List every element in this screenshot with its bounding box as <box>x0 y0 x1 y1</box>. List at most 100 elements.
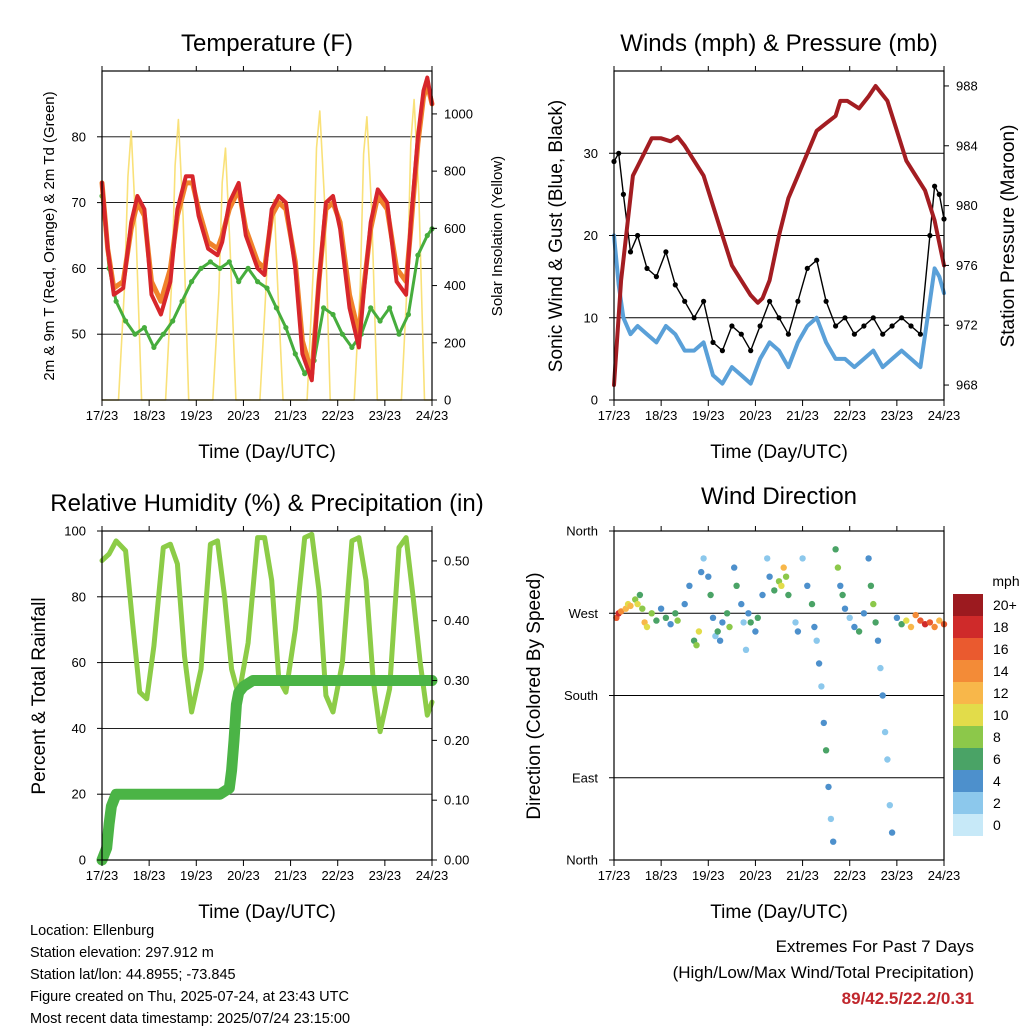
legend-swatch <box>953 616 983 638</box>
direction-point <box>907 623 915 631</box>
gust-point <box>767 298 773 304</box>
dewpoint-point <box>368 305 374 311</box>
y-right-tick-label: 976 <box>956 258 978 273</box>
humidity-panel: Relative Humidity (%) & Precipitation (i… <box>29 490 484 923</box>
y-right-tick-label: 0.40 <box>444 613 469 628</box>
direction-point <box>794 628 802 635</box>
direction-point <box>667 621 674 628</box>
gust-point <box>880 331 886 337</box>
legend-label: 20+ <box>993 597 1017 613</box>
y-tick-label: 20 <box>72 787 86 802</box>
direction-point <box>808 600 816 608</box>
direction-point <box>726 623 733 631</box>
dewpoint-point <box>113 298 119 304</box>
direction-point <box>881 728 889 736</box>
x-tick-label: 23/23 <box>369 868 402 883</box>
y-right-tick-label: 984 <box>956 138 978 153</box>
extremes-title: Extremes For Past 7 Days <box>775 937 974 956</box>
wind-line <box>612 233 946 386</box>
dewpoint-point <box>207 259 213 265</box>
direction-point <box>884 756 891 763</box>
direction-point <box>634 600 641 608</box>
dewpoint-point <box>273 305 279 311</box>
winds-panel: Winds (mph) & Pressure (mb) 0 10 20 30 968 9… <box>546 30 1019 463</box>
y-right-tick-label: 1000 <box>444 106 473 121</box>
direction-point <box>936 617 943 624</box>
pressure-line <box>612 84 946 387</box>
y-tick-label: 50 <box>72 327 86 342</box>
gust-point <box>701 298 707 304</box>
direction-point <box>733 582 740 589</box>
y-tick-label: 60 <box>72 261 86 276</box>
temperature-left-ylabel: 2m & 9m T (Red, Orange) & 2m Td (Green) <box>41 91 58 380</box>
x-tick-label: 21/23 <box>786 408 819 423</box>
y-tick-label: West <box>569 606 599 621</box>
dewpoint-point <box>170 318 176 324</box>
direction-panel: Wind Direction North East South West North 1… <box>524 483 1020 923</box>
speed-legend: 0 2 4 6 8 10 12 14 16 18 20+ <box>953 594 1017 836</box>
x-tick-label: 20/23 <box>739 408 772 423</box>
y-tick-label: 10 <box>584 310 598 325</box>
direction-point <box>707 591 714 599</box>
gust-point <box>932 183 938 189</box>
direction-point <box>731 564 738 571</box>
gust-point <box>748 348 754 354</box>
legend-label: 16 <box>993 641 1009 657</box>
dewpoint-point <box>264 285 270 291</box>
direction-point <box>912 611 919 619</box>
direction-point <box>719 619 726 626</box>
gust-point <box>672 282 678 288</box>
recent-text: Most recent data timestamp: 2025/07/24 2… <box>30 1011 351 1027</box>
direction-point <box>766 573 773 580</box>
direction-point <box>874 637 882 644</box>
x-tick-label: 17/23 <box>598 868 631 883</box>
legend-swatch <box>953 704 983 726</box>
gust-point <box>785 331 792 337</box>
dewpoint-point <box>349 344 355 350</box>
direction-point <box>851 623 858 631</box>
humidity-ylabel: Percent & Total Rainfall <box>29 597 50 794</box>
direction-point <box>888 829 896 836</box>
y-right-tick-label: 200 <box>444 335 466 350</box>
legend-swatch <box>953 594 983 616</box>
x-tick-label: 24/23 <box>416 408 449 423</box>
y-right-tick-label: 0 <box>444 393 451 408</box>
direction-point <box>834 564 842 571</box>
dewpoint-point <box>160 331 166 337</box>
gust-point <box>653 274 660 280</box>
y-right-tick-label: 0.00 <box>444 853 469 868</box>
direction-point <box>877 664 884 672</box>
direction-point <box>648 610 655 617</box>
y-tick-label: 40 <box>72 721 86 736</box>
legend-swatch <box>953 660 983 682</box>
gust-point <box>644 265 650 271</box>
y-tick-label: 30 <box>584 146 598 161</box>
direction-point <box>782 573 790 580</box>
dewpoint-point <box>387 305 393 311</box>
direction-point <box>792 619 799 626</box>
direction-point <box>804 582 811 589</box>
direction-point <box>879 692 886 699</box>
y-tick-label: 80 <box>72 589 86 604</box>
direction-point <box>617 608 625 615</box>
x-tick-label: 20/23 <box>227 408 260 423</box>
legend-swatch <box>953 770 983 792</box>
gust-point <box>842 315 848 321</box>
dewpoint-point <box>339 331 345 337</box>
humidity-frame <box>101 530 433 861</box>
dewpoint-point <box>415 252 421 258</box>
gust-point <box>823 298 829 304</box>
x-tick-label: 19/23 <box>180 868 213 883</box>
direction-point <box>740 619 747 626</box>
x-tick-label: 18/23 <box>133 868 166 883</box>
legend-swatch <box>953 814 983 836</box>
gust-point <box>936 191 942 197</box>
gust-point <box>908 323 914 329</box>
extremes-subtitle: (High/Low/Max Wind/Total Precipitation) <box>672 963 974 982</box>
gust-point <box>682 298 688 304</box>
direction-point <box>657 605 665 612</box>
legend-swatch <box>953 792 983 814</box>
gust-point <box>851 331 858 337</box>
gust-point <box>719 348 726 354</box>
direction-point <box>742 646 750 653</box>
